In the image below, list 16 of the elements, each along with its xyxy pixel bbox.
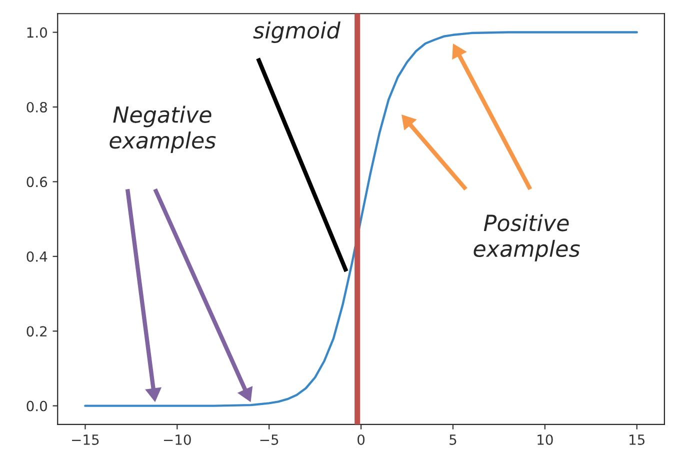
x-tick-label: −10 [164,434,191,445]
y-tick-label: 0.8 [26,102,47,112]
x-tick-label: 10 [538,434,553,445]
y-tick-label: 1.0 [27,27,47,38]
x-tick-label: 15 [630,434,644,445]
y-tick-label: 0.2 [26,326,47,337]
x-tick-label: −5 [260,434,278,445]
y-tick-label: 0.6 [26,176,48,188]
annotation: Positive examples [474,214,580,262]
y-tick-label: 0.4 [26,251,48,262]
x-tick-label: 5 [450,434,456,445]
annotation: Negative examples [110,106,216,154]
x-tick-label: −15 [72,434,99,445]
annotation: sigmoid [253,22,340,44]
x-tick-label: 0 [358,434,365,445]
y-tick-label: 0.0 [26,400,47,412]
